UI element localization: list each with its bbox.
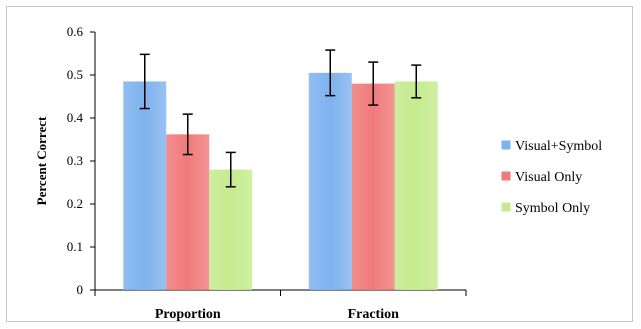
y-tick-label: 0.4 [67, 110, 84, 125]
bar [351, 83, 395, 290]
bar [166, 134, 210, 290]
y-tick-label: 0.1 [67, 239, 83, 254]
bar [308, 72, 352, 290]
legend-label: Visual+Symbol [515, 139, 602, 154]
bar [123, 81, 167, 290]
legend-label: Visual Only [515, 170, 582, 185]
legend-swatch [501, 171, 511, 181]
y-axis-title: Percent Correct [34, 116, 49, 205]
y-tick-label: 0.2 [67, 196, 83, 211]
y-tick-label: 0.6 [67, 24, 84, 39]
category-label: Fraction [348, 307, 400, 322]
legend-label: Symbol Only [515, 201, 590, 216]
bar [394, 81, 438, 290]
bar [209, 169, 253, 290]
category-label: Proportion [155, 307, 221, 322]
y-tick-label: 0.5 [67, 67, 83, 82]
y-tick-label: 0.3 [67, 153, 83, 168]
y-tick-label: 0 [77, 282, 84, 297]
legend-swatch [501, 140, 511, 150]
legend-swatch [501, 202, 511, 212]
